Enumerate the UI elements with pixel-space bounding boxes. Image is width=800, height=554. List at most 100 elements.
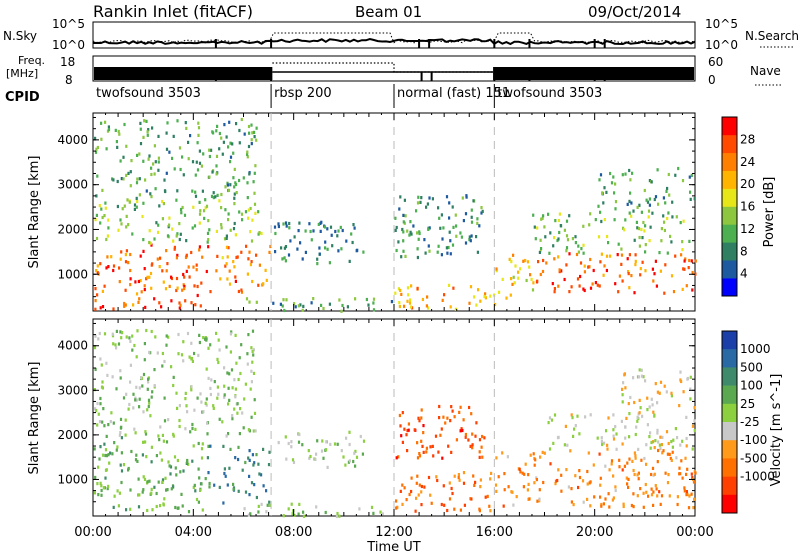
power-cell	[240, 212, 244, 216]
velocity-cell	[207, 346, 210, 350]
velocity-cell	[165, 334, 168, 338]
velocity-cell	[358, 507, 361, 511]
power-cell	[249, 230, 252, 234]
velocity-cell	[191, 459, 194, 463]
velocity-cell	[182, 469, 185, 473]
time-tick-label: 12:00	[375, 525, 412, 540]
power-cell	[425, 304, 428, 308]
power-cell	[165, 171, 168, 175]
velocity-cell	[255, 453, 258, 457]
velocity-cell	[237, 457, 240, 462]
velocity-cell	[495, 456, 498, 460]
power-cell	[340, 309, 343, 313]
velocity-cell	[650, 493, 654, 497]
velocity-cell	[137, 477, 140, 481]
power-cell	[269, 244, 272, 249]
velocity-cell	[131, 348, 134, 352]
velocity-cell	[446, 416, 449, 420]
power-cell	[418, 231, 421, 236]
velocity-cell	[372, 511, 375, 515]
velocity-cell	[325, 448, 328, 452]
power-cell	[176, 232, 179, 236]
velocity-cell	[229, 332, 232, 336]
velocity-cell	[362, 439, 366, 443]
velocity-cell	[681, 439, 684, 443]
velocity-cell	[257, 510, 260, 514]
power-cell	[117, 228, 120, 232]
velocity-cell	[147, 377, 150, 381]
power-cell	[246, 150, 249, 154]
velocity-colorbar-tick: -500	[740, 451, 767, 465]
velocity-cell	[217, 392, 220, 396]
velocity-cell	[434, 434, 438, 438]
velocity-cell	[222, 501, 225, 505]
velocity-cell	[172, 383, 175, 388]
power-cell	[571, 237, 574, 241]
velocity-colorbar-swatch	[722, 403, 737, 423]
velocity-cell	[102, 486, 105, 490]
velocity-cell	[165, 488, 168, 492]
velocity-cell	[194, 427, 197, 431]
power-cell	[416, 286, 419, 290]
velocity-cell	[416, 474, 419, 478]
velocity-cell	[291, 458, 295, 462]
velocity-cell	[198, 476, 201, 480]
power-cell	[288, 226, 291, 230]
power-cell	[558, 212, 561, 216]
velocity-cell	[661, 451, 664, 455]
velocity-cell	[627, 402, 630, 406]
power-cell	[514, 264, 517, 268]
power-cell	[390, 300, 393, 304]
power-cell	[352, 223, 355, 227]
velocity-cell	[469, 444, 472, 448]
power-cell	[142, 201, 145, 205]
velocity-cell	[587, 451, 590, 455]
power-cell	[281, 257, 284, 261]
power-cell	[679, 221, 682, 225]
power-colorbar-swatch	[722, 224, 737, 243]
power-cell	[666, 216, 669, 221]
power-cell	[372, 308, 376, 312]
power-cell	[204, 206, 207, 210]
velocity-cell	[119, 369, 122, 373]
velocity-cell	[262, 484, 265, 488]
power-cell	[688, 258, 691, 263]
velocity-cell	[101, 453, 105, 457]
velocity-cell	[623, 464, 626, 468]
power-cell	[519, 267, 522, 271]
velocity-cell	[99, 396, 102, 401]
power-cell	[409, 230, 412, 234]
power-cell	[129, 277, 132, 281]
power-cell	[693, 197, 696, 201]
power-cell	[476, 221, 479, 225]
velocity-cell	[231, 417, 234, 421]
power-cell	[150, 195, 153, 199]
power-cell	[641, 260, 644, 264]
power-cell	[148, 240, 151, 245]
velocity-cell	[172, 432, 175, 436]
velocity-cell	[170, 487, 173, 491]
velocity-cell	[124, 418, 127, 422]
power-cell	[185, 239, 188, 243]
power-cell	[166, 121, 169, 125]
power-cell	[554, 219, 557, 223]
power-cell	[452, 286, 455, 290]
power-cell	[583, 264, 586, 268]
power-cell	[529, 273, 532, 277]
power-cell	[227, 212, 230, 216]
power-cell	[122, 177, 125, 181]
power-cell	[203, 209, 206, 213]
power-cell	[157, 168, 160, 172]
power-cell	[197, 121, 200, 125]
freq-panel: Freq. [MHz] 18 8 60 0 Nave	[6, 54, 783, 87]
velocity-cell	[413, 428, 416, 432]
power-cell	[212, 191, 215, 195]
power-cell	[594, 281, 597, 285]
power-cell	[582, 243, 585, 247]
velocity-cell	[665, 390, 668, 394]
velocity-cell	[414, 509, 417, 513]
power-cell	[578, 284, 581, 288]
velocity-cell	[589, 504, 592, 508]
power-cell	[123, 204, 126, 208]
velocity-cell	[322, 456, 325, 460]
